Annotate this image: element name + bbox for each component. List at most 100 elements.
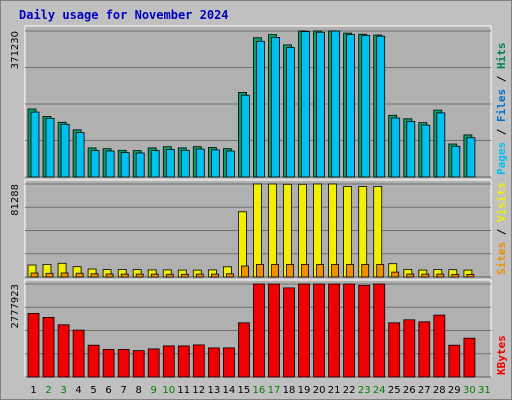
bar-kbytes-day-18 xyxy=(283,287,295,378)
bar-sites-day-23 xyxy=(361,263,370,278)
bar-sites-day-5 xyxy=(90,273,99,278)
series-legend-hits: Pages / Files / Hits xyxy=(495,43,508,176)
day-label: 7 xyxy=(121,385,127,396)
bar-sites-day-19 xyxy=(301,263,309,278)
y-max-label: 81288 xyxy=(10,184,21,216)
bar-kbytes-day-9 xyxy=(147,348,160,378)
day-label: 12 xyxy=(192,385,205,396)
bar-sites-day-27 xyxy=(421,273,430,278)
bar-kbytes-day-28 xyxy=(433,314,446,378)
legend-entry: Sites xyxy=(495,242,508,275)
legend-entry: Visits xyxy=(495,182,508,222)
day-label: 18 xyxy=(283,385,296,396)
day-labels: 1 2 3 4 5 6 7 8 9 10 11 12 13 14 15 16 17 18 19 20 21 22 23 24 2… xyxy=(30,385,490,396)
bar-files-day-10 xyxy=(165,149,175,178)
bar-sites-day-9 xyxy=(150,273,159,278)
day-label: 2 xyxy=(45,385,51,396)
bar-files-day-2 xyxy=(45,118,55,178)
bar-sites-day-13 xyxy=(210,273,219,278)
day-label: 15 xyxy=(238,385,251,396)
chart-title: Daily usage for November 2024 xyxy=(19,8,229,22)
bar-files-day-1 xyxy=(30,111,40,178)
bar-visits-day-17 xyxy=(268,183,277,278)
bar-files-day-3 xyxy=(60,123,70,178)
bar-kbytes-day-2 xyxy=(42,316,55,378)
day-label: 14 xyxy=(223,385,236,396)
bar-sites-day-15 xyxy=(240,265,249,278)
legend-entry: Hits xyxy=(495,43,508,70)
panel-hits: 371230 Pages / Files / Hits xyxy=(10,25,508,178)
bar-files-day-25 xyxy=(391,117,401,178)
bar-files-day-14 xyxy=(225,150,235,178)
day-label: 28 xyxy=(433,385,446,396)
bar-files-day-26 xyxy=(406,121,416,178)
bar-sites-day-30 xyxy=(466,273,475,278)
bar-files-day-13 xyxy=(210,149,220,178)
bar-sites-day-22 xyxy=(346,263,355,278)
bar-kbytes-day-13 xyxy=(207,347,220,378)
bar-files-day-4 xyxy=(75,132,85,178)
day-label: 8 xyxy=(136,385,142,396)
day-label: 29 xyxy=(448,385,461,396)
day-label: 13 xyxy=(208,385,221,396)
bar-sites-day-21 xyxy=(331,263,340,278)
bar-kbytes-day-23 xyxy=(358,284,371,378)
day-label: 10 xyxy=(162,385,175,396)
bar-kbytes-day-4 xyxy=(72,329,85,378)
legend-entry: Files xyxy=(495,89,508,122)
bar-kbytes-day-30 xyxy=(463,337,476,378)
legend-entry: Pages xyxy=(495,142,508,175)
bar-kbytes-day-7 xyxy=(117,349,130,378)
day-label: 3 xyxy=(60,385,66,396)
bar-files-day-17 xyxy=(271,37,280,178)
bar-sites-day-10 xyxy=(165,273,174,278)
bar-sites-day-2 xyxy=(45,272,54,278)
bar-sites-day-28 xyxy=(436,273,445,278)
panel-sites: 81288 Sites / Visits xyxy=(10,179,508,278)
day-label: 20 xyxy=(313,385,326,396)
bar-sites-day-6 xyxy=(105,273,114,278)
bar-kbytes-day-15 xyxy=(237,322,250,378)
bar-files-day-9 xyxy=(150,150,160,178)
bar-files-day-22 xyxy=(346,34,356,178)
bar-kbytes-day-24 xyxy=(373,283,386,378)
bar-files-day-28 xyxy=(436,112,446,178)
series-legend-kbytes: KBytes xyxy=(495,335,508,375)
legend-entry: KBytes xyxy=(495,335,508,375)
bar-sites-day-16 xyxy=(255,263,264,278)
day-label: 30 xyxy=(463,385,476,396)
legend-entry: / xyxy=(495,222,508,242)
day-label: 5 xyxy=(90,385,96,396)
bar-files-day-30 xyxy=(466,137,476,178)
bar-sites-day-26 xyxy=(406,273,415,278)
bar-kbytes-day-8 xyxy=(132,350,145,378)
bar-sites-day-18 xyxy=(286,263,294,278)
series-sites xyxy=(30,263,475,278)
bar-sites-day-12 xyxy=(195,273,204,278)
bar-sites-day-7 xyxy=(120,273,129,278)
bar-kbytes-day-10 xyxy=(162,345,175,378)
bar-sites-day-14 xyxy=(225,273,234,278)
bar-files-day-20 xyxy=(316,31,326,178)
bar-kbytes-day-5 xyxy=(87,344,100,378)
day-label: 4 xyxy=(75,385,81,396)
bar-kbytes-day-29 xyxy=(448,344,461,378)
bar-files-day-18 xyxy=(286,47,295,178)
bar-visits-day-22 xyxy=(343,186,353,278)
day-label: 23 xyxy=(358,385,371,396)
bar-visits-day-20 xyxy=(313,183,323,278)
bar-kbytes-day-14 xyxy=(222,347,235,378)
bar-files-day-29 xyxy=(451,145,461,178)
day-label: 22 xyxy=(343,385,356,396)
bar-kbytes-day-17 xyxy=(268,283,280,378)
day-label: 1 xyxy=(30,385,36,396)
bar-files-day-15 xyxy=(240,94,250,178)
bar-visits-day-24 xyxy=(373,186,383,278)
legend-entry: / xyxy=(495,122,508,142)
bar-kbytes-day-11 xyxy=(177,345,190,378)
bar-kbytes-day-21 xyxy=(328,283,341,378)
bar-files-day-11 xyxy=(180,149,190,178)
bar-sites-day-24 xyxy=(376,263,385,278)
bar-kbytes-day-22 xyxy=(343,283,356,378)
